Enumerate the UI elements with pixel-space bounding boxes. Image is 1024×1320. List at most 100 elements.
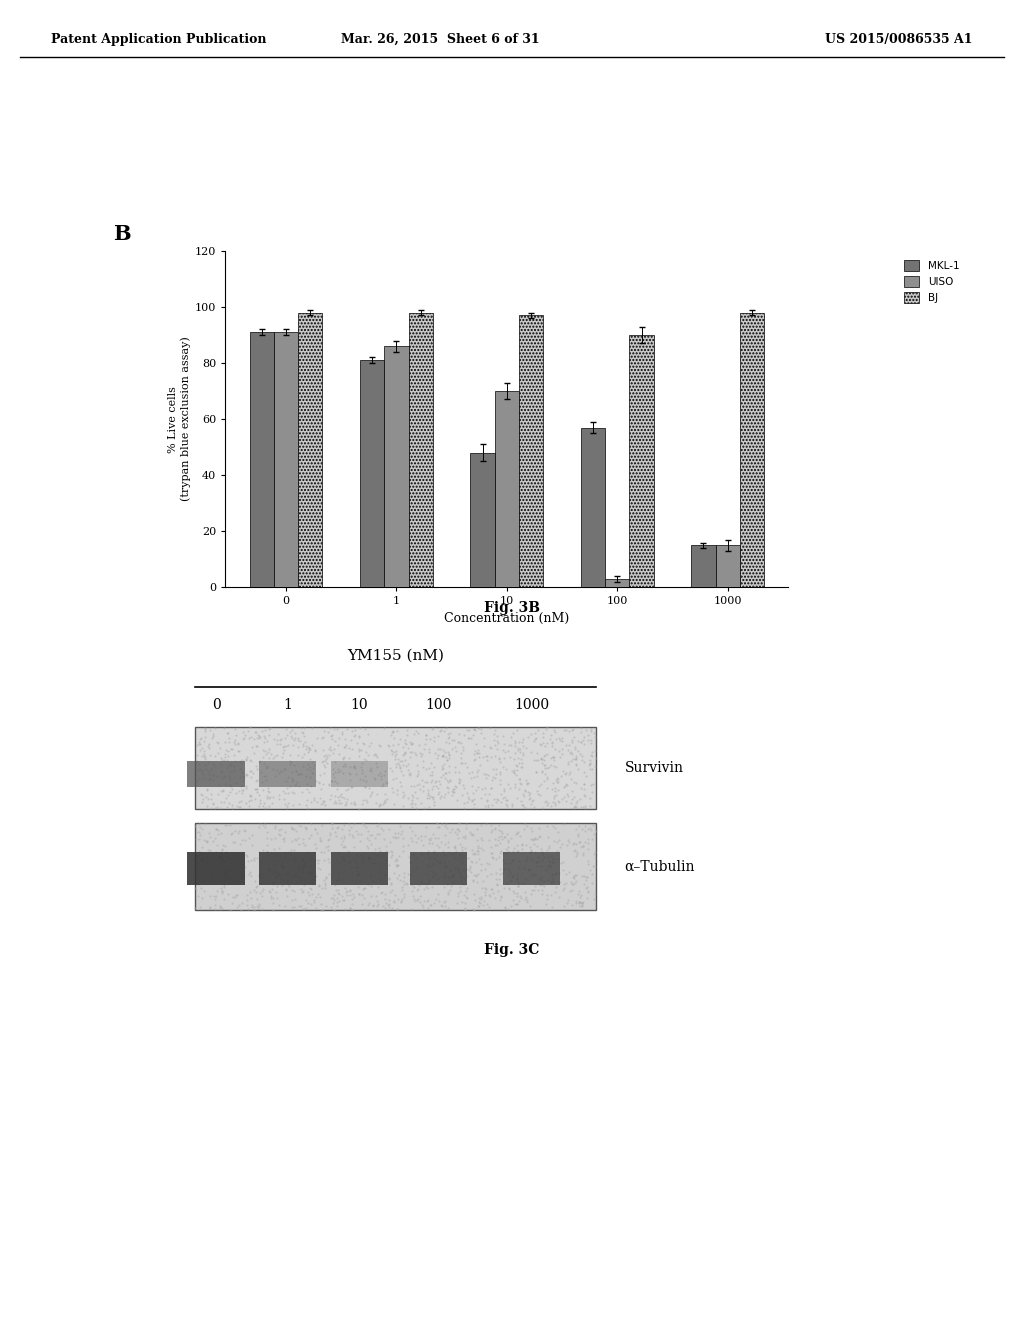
Point bbox=[539, 758, 555, 779]
Point bbox=[269, 723, 286, 744]
Point bbox=[430, 777, 446, 799]
Point bbox=[354, 770, 371, 791]
Point bbox=[522, 723, 539, 744]
Point bbox=[548, 862, 564, 883]
Point bbox=[527, 851, 544, 873]
Point bbox=[459, 719, 475, 741]
Point bbox=[215, 850, 231, 871]
Point bbox=[527, 750, 544, 771]
Point bbox=[381, 735, 397, 756]
Point bbox=[389, 780, 406, 801]
Point bbox=[280, 862, 296, 883]
Point bbox=[490, 830, 507, 851]
Point bbox=[291, 895, 307, 916]
Point bbox=[469, 743, 485, 764]
Point bbox=[487, 849, 504, 870]
Point bbox=[563, 743, 580, 764]
Point bbox=[216, 888, 232, 909]
Point bbox=[403, 784, 420, 805]
Point bbox=[319, 752, 336, 774]
Point bbox=[550, 779, 566, 800]
Point bbox=[547, 738, 563, 759]
Point bbox=[368, 744, 384, 766]
Point bbox=[519, 816, 536, 837]
Point bbox=[580, 833, 596, 854]
Point bbox=[578, 870, 594, 891]
Point bbox=[189, 862, 206, 883]
Point bbox=[539, 894, 555, 915]
Point bbox=[421, 847, 437, 869]
Point bbox=[384, 741, 400, 762]
Point bbox=[564, 730, 581, 751]
Point bbox=[191, 729, 208, 750]
Point bbox=[515, 795, 531, 816]
Point bbox=[583, 818, 599, 840]
Point bbox=[301, 873, 317, 894]
Point bbox=[574, 836, 591, 857]
Point bbox=[302, 739, 318, 760]
Point bbox=[547, 721, 563, 742]
Point bbox=[374, 882, 390, 903]
Point bbox=[416, 878, 432, 899]
Point bbox=[436, 721, 453, 742]
Point bbox=[294, 849, 310, 870]
Point bbox=[584, 829, 600, 850]
Point bbox=[542, 729, 558, 750]
Point bbox=[460, 847, 476, 869]
Point bbox=[290, 730, 306, 751]
Point bbox=[384, 898, 400, 919]
Point bbox=[262, 865, 279, 886]
Point bbox=[466, 789, 482, 810]
Point bbox=[364, 833, 380, 854]
Point bbox=[213, 747, 229, 768]
Point bbox=[194, 737, 210, 758]
Point bbox=[528, 855, 545, 876]
Point bbox=[510, 858, 526, 879]
Text: US 2015/0086535 A1: US 2015/0086535 A1 bbox=[825, 33, 973, 46]
Point bbox=[523, 849, 540, 870]
Point bbox=[362, 875, 379, 896]
Point bbox=[360, 847, 377, 869]
Point bbox=[527, 762, 544, 783]
Point bbox=[488, 834, 505, 855]
Point bbox=[475, 840, 492, 861]
Point bbox=[238, 792, 254, 813]
Point bbox=[237, 857, 253, 878]
Point bbox=[204, 759, 220, 780]
Point bbox=[417, 734, 433, 755]
Point bbox=[254, 884, 270, 906]
Bar bbox=[605, 579, 630, 587]
Point bbox=[368, 886, 384, 907]
Point bbox=[388, 899, 404, 920]
Point bbox=[438, 763, 455, 784]
Point bbox=[386, 891, 402, 912]
Point bbox=[575, 784, 592, 805]
Point bbox=[243, 887, 259, 908]
Point bbox=[387, 884, 403, 906]
Point bbox=[486, 834, 503, 855]
Point bbox=[187, 898, 204, 919]
Point bbox=[330, 842, 346, 863]
Point bbox=[239, 764, 255, 785]
Point bbox=[455, 737, 471, 758]
Point bbox=[542, 855, 558, 876]
Point bbox=[219, 883, 236, 904]
Point bbox=[500, 858, 516, 879]
Point bbox=[200, 751, 216, 772]
Point bbox=[540, 846, 556, 867]
Point bbox=[426, 742, 442, 763]
Point bbox=[477, 746, 494, 767]
Point bbox=[551, 730, 567, 751]
Point bbox=[546, 750, 562, 771]
Point bbox=[284, 762, 300, 783]
Point bbox=[267, 817, 284, 838]
Point bbox=[430, 738, 446, 759]
Point bbox=[230, 796, 247, 817]
Point bbox=[466, 743, 482, 764]
Point bbox=[540, 870, 556, 891]
Point bbox=[579, 887, 595, 908]
Point bbox=[237, 820, 253, 841]
Point bbox=[361, 857, 378, 878]
Point bbox=[519, 772, 536, 793]
Point bbox=[253, 873, 269, 894]
